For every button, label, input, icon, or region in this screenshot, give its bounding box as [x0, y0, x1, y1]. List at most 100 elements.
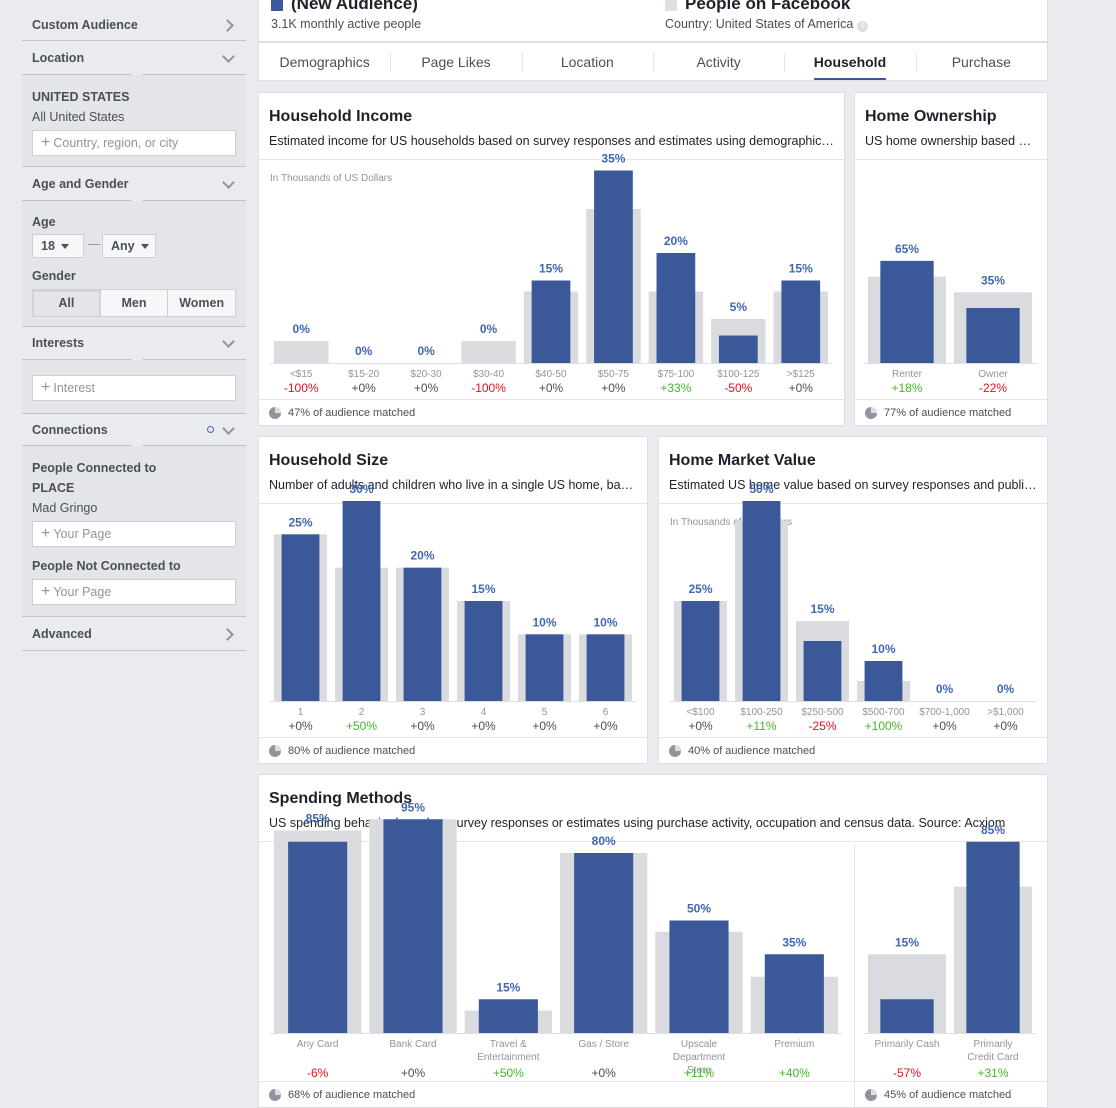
tab-demographics[interactable]: Demographics — [279, 53, 370, 70]
change-label: -22% — [979, 381, 1007, 395]
info-icon[interactable]: i — [857, 21, 869, 32]
audience-title: (New Audience) — [291, 0, 418, 13]
interests-header[interactable]: Interests — [22, 327, 246, 360]
audience-bar — [478, 999, 538, 1033]
caret-down-icon — [60, 243, 69, 249]
chevron-down-icon — [222, 51, 236, 65]
category-label: $700-1,000 — [919, 707, 970, 718]
advanced-section[interactable]: Advanced — [22, 617, 246, 651]
audience-matched: 45% of audience matched — [884, 1088, 1012, 1101]
card-title: Spending Methods — [269, 790, 413, 807]
change-label: +0% — [993, 719, 1018, 733]
audience-bar — [656, 253, 696, 363]
data-label: 0% — [936, 682, 954, 696]
category-label: 6 — [603, 707, 609, 718]
data-label: 0% — [417, 344, 435, 358]
interest-input[interactable]: + Interest — [32, 375, 236, 401]
category-label: Primarily — [974, 1039, 1013, 1050]
not-connected-page-placeholder: Your Page — [53, 585, 112, 599]
change-label: -57% — [893, 1066, 921, 1080]
custom-audience-section[interactable]: Custom Audience — [22, 9, 246, 41]
data-label: 30% — [349, 482, 373, 496]
category-label: Department — [673, 1052, 725, 1063]
change-label: +0% — [471, 719, 496, 733]
data-label: 25% — [288, 515, 312, 529]
chevron-right-icon — [222, 18, 236, 32]
tab-household[interactable]: Household — [784, 43, 915, 80]
pie-icon — [269, 406, 281, 419]
facebook-bar — [274, 341, 329, 363]
connected-page-placeholder: Your Page — [53, 527, 112, 541]
location-header[interactable]: Location — [22, 41, 246, 75]
data-label: 80% — [592, 834, 616, 848]
tab-location[interactable]: Location — [521, 43, 653, 80]
connections-header[interactable]: Connections — [22, 414, 246, 446]
age-gender-header[interactable]: Age and Gender — [22, 167, 246, 201]
change-label: +0% — [591, 1066, 616, 1080]
category-label: Any Card — [297, 1039, 339, 1050]
plus-icon: + — [41, 134, 51, 151]
audience-bar — [288, 841, 348, 1033]
audience-matched: 80% of audience matched — [288, 744, 416, 757]
data-label: 15% — [810, 602, 834, 616]
location-section: Location UNITED STATES All United States… — [22, 41, 246, 167]
gender-label: Gender — [32, 269, 76, 283]
data-label: 85% — [306, 812, 330, 826]
interest-placeholder: Interest — [53, 381, 96, 395]
tab-purchase[interactable]: Purchase — [915, 43, 1047, 80]
facebook-subtitle-row: Country: United States of America i — [665, 17, 869, 32]
facebook-title-row: People on Facebook — [665, 0, 850, 14]
tab-page-likes[interactable]: Page Likes — [390, 43, 521, 80]
change-label: +0% — [932, 719, 957, 733]
change-label: +40% — [779, 1066, 810, 1080]
location-input[interactable]: + Country, region, or city — [32, 130, 236, 156]
change-label: +11% — [746, 719, 776, 733]
data-label: 85% — [981, 823, 1005, 837]
not-connected-page-input[interactable]: + Your Page — [32, 579, 236, 605]
age-min-value: 18 — [41, 239, 55, 253]
change-label: +0% — [539, 381, 564, 395]
chart-unit-label: In Thousands of US Dollars — [270, 173, 393, 184]
card-title: Household Income — [269, 108, 413, 125]
gender-all-button[interactable]: All — [33, 290, 101, 316]
home-market-value-chart: 25%<$100+0%50%$100-250+11%15%$250-500-25… — [670, 482, 1036, 733]
category-label: $15-20 — [348, 369, 380, 380]
gender-men-button[interactable]: Men — [101, 290, 169, 316]
data-label: 15% — [539, 262, 563, 276]
chevron-down-icon — [222, 423, 236, 437]
age-max-value: Any — [111, 239, 135, 253]
facebook-legend-swatch — [665, 0, 677, 11]
age-min-select[interactable]: 18 — [32, 234, 84, 258]
household-size-chart: 25%1+0%30%2+50%20%3+0%15%4+0%10%5+0%10%6… — [270, 482, 636, 733]
plus-icon: + — [41, 583, 51, 600]
category-label: >$1,000 — [987, 707, 1024, 718]
change-label: +33% — [660, 381, 691, 395]
audience-matched: 77% of audience matched — [884, 406, 1012, 419]
plus-icon: + — [41, 525, 51, 542]
category-label: 3 — [420, 707, 426, 718]
home-market-value-card: Home Market Value Estimated US home value… — [658, 436, 1048, 764]
audience-bar — [403, 567, 442, 701]
spending-methods-chart: 85% Any Card -6% 95% Bank Card +0% 15% Travel &… — [270, 800, 842, 1080]
category-label: Primarily Cash — [874, 1039, 939, 1050]
change-label: -100% — [284, 381, 319, 395]
connected-label: People Connected to — [32, 461, 157, 475]
age-max-select[interactable]: Any — [102, 234, 156, 258]
data-label: 20% — [410, 549, 434, 563]
pie-icon — [269, 1088, 281, 1101]
data-label: 0% — [355, 344, 373, 358]
tab-activity[interactable]: Activity — [652, 43, 784, 80]
change-label: +100% — [865, 719, 903, 733]
data-label: 50% — [749, 482, 773, 496]
gender-women-button[interactable]: Women — [179, 296, 225, 310]
card-title: Household Size — [269, 452, 389, 469]
change-label: +31% — [977, 1066, 1008, 1080]
data-label: 25% — [688, 582, 712, 596]
audience-bar — [281, 534, 320, 701]
age-separator: — — [88, 237, 101, 251]
pie-icon — [865, 406, 877, 419]
connected-page-input[interactable]: + Your Page — [32, 521, 236, 547]
audience-matched: 47% of audience matched — [288, 406, 416, 419]
pie-icon — [865, 1088, 877, 1101]
audience-matched: 40% of audience matched — [688, 744, 816, 757]
